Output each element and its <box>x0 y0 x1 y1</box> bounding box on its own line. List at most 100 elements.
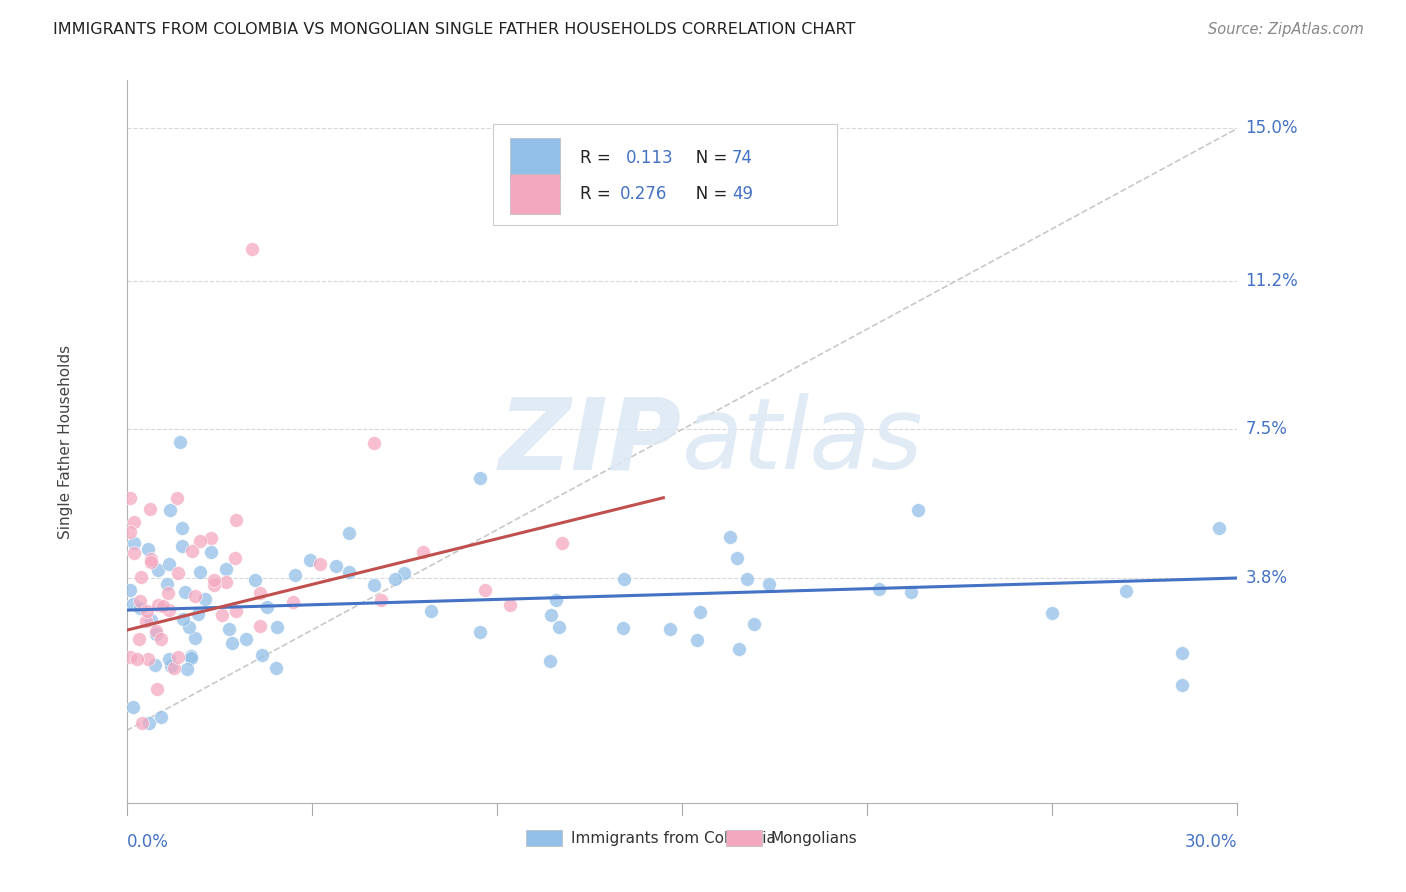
Point <box>299 553 322 567</box>
Point <box>146 598 169 612</box>
Point <box>538 654 561 668</box>
Point <box>187 607 209 622</box>
Point <box>139 555 162 569</box>
Text: Source: ZipAtlas.com: Source: ZipAtlas.com <box>1208 22 1364 37</box>
Point <box>120 649 142 664</box>
Text: Immigrants from Colombia: Immigrants from Colombia <box>571 830 776 846</box>
Text: 15.0%: 15.0% <box>1246 120 1298 137</box>
Point <box>188 533 211 548</box>
Text: atlas: atlas <box>682 393 924 490</box>
Point <box>121 699 143 714</box>
Point <box>145 624 167 638</box>
Point <box>136 541 159 556</box>
Point <box>131 715 153 730</box>
Point <box>612 621 634 635</box>
Point <box>138 715 160 730</box>
Point <box>266 620 288 634</box>
Point <box>172 612 194 626</box>
Point <box>224 551 246 566</box>
Point <box>139 551 162 566</box>
Point <box>120 491 142 505</box>
Point <box>125 652 148 666</box>
Point <box>172 521 194 535</box>
Text: 30.0%: 30.0% <box>1185 833 1237 851</box>
Point <box>325 558 347 573</box>
Point <box>172 540 194 554</box>
Point <box>742 617 765 632</box>
Point <box>174 585 197 599</box>
Point <box>215 575 238 590</box>
Point <box>202 573 225 587</box>
Point <box>686 632 709 647</box>
Point <box>470 624 492 639</box>
FancyBboxPatch shape <box>510 174 560 214</box>
Point <box>309 558 332 572</box>
Point <box>370 593 392 607</box>
Point <box>200 531 222 545</box>
Point <box>184 590 207 604</box>
Point <box>474 582 496 597</box>
Point <box>156 577 179 591</box>
Point <box>166 491 188 505</box>
Point <box>146 562 169 576</box>
Point <box>284 567 307 582</box>
Point <box>727 550 749 565</box>
Text: N =: N = <box>679 149 733 167</box>
Point <box>363 435 385 450</box>
Point <box>718 530 741 544</box>
Bar <box>526 830 562 847</box>
Point <box>157 586 180 600</box>
Point <box>167 566 190 580</box>
Point <box>176 662 198 676</box>
Point <box>337 565 360 579</box>
Point <box>188 565 211 579</box>
Text: IMMIGRANTS FROM COLOMBIA VS MONGOLIAN SINGLE FATHER HOUSEHOLDS CORRELATION CHART: IMMIGRANTS FROM COLOMBIA VS MONGOLIAN SI… <box>53 22 856 37</box>
Point <box>167 649 190 664</box>
Point <box>249 586 271 600</box>
Point <box>540 607 562 622</box>
Point <box>163 660 186 674</box>
Point <box>337 526 360 541</box>
Point <box>907 503 929 517</box>
Point <box>546 593 568 607</box>
Point <box>180 650 202 665</box>
Point <box>218 622 240 636</box>
Point <box>120 582 142 597</box>
Text: N =: N = <box>679 185 733 203</box>
Point <box>145 657 167 672</box>
Point <box>139 501 162 516</box>
Point <box>256 599 278 614</box>
Point <box>392 566 415 580</box>
Point <box>120 524 142 539</box>
Point <box>139 613 162 627</box>
Point <box>727 642 749 657</box>
Point <box>1040 607 1063 621</box>
Point <box>384 572 406 586</box>
Point <box>135 614 157 628</box>
Point <box>128 632 150 646</box>
Point <box>221 636 243 650</box>
Point <box>420 604 443 618</box>
Text: 74: 74 <box>733 149 752 167</box>
Point <box>169 434 191 449</box>
Point <box>412 545 434 559</box>
Text: Single Father Households: Single Father Households <box>58 344 73 539</box>
Text: 0.276: 0.276 <box>620 185 666 203</box>
Point <box>128 594 150 608</box>
Point <box>159 502 181 516</box>
Point <box>152 599 174 613</box>
Point <box>157 557 180 571</box>
Text: Mongolians: Mongolians <box>770 830 858 846</box>
Point <box>136 652 159 666</box>
Point <box>249 618 271 632</box>
Point <box>225 604 247 618</box>
Point <box>1208 521 1230 535</box>
Point <box>900 584 922 599</box>
Point <box>235 632 257 646</box>
Text: 0.113: 0.113 <box>627 149 673 167</box>
Bar <box>727 830 762 847</box>
Text: 0.0%: 0.0% <box>127 833 169 851</box>
Point <box>122 545 145 559</box>
Point <box>122 597 145 611</box>
Text: 49: 49 <box>733 185 752 203</box>
